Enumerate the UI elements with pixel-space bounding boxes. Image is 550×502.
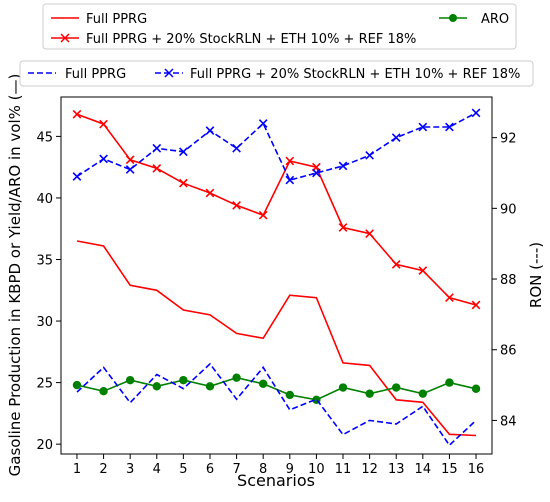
- x-tick-label: 2: [99, 462, 107, 477]
- legend-bottom-label-scenario: Full PPRG + 20% StockRLN + ETH 10% + REF…: [190, 67, 520, 82]
- series-4-point: [365, 150, 374, 160]
- series-1-point: [152, 164, 162, 173]
- x-tick-label: 7: [232, 462, 240, 477]
- y-axis-right: 84 86 88 90 92: [492, 132, 517, 429]
- y-axis-right-label: RON (---): [527, 242, 545, 308]
- series-2-point: [471, 384, 481, 393]
- legend-top-label-full-pprg: Full PPRG: [86, 12, 147, 27]
- x-tick-label: 15: [441, 462, 458, 477]
- series-1-point: [338, 223, 348, 232]
- y-right-tick-label: 88: [500, 273, 517, 288]
- series-4-point: [258, 119, 268, 128]
- series-2-point: [285, 390, 295, 400]
- series-4-point: [205, 126, 215, 135]
- legend-bottom-marker-scenario: [164, 68, 174, 78]
- x-tick-label: 13: [388, 462, 405, 477]
- series-2-point: [99, 387, 108, 396]
- series-2-point: [125, 375, 135, 385]
- series-4-point: [391, 133, 401, 143]
- series-2-point: [365, 389, 374, 398]
- x-axis-label: Scenarios: [237, 471, 315, 490]
- series-1-point: [391, 260, 401, 269]
- y-right-tick-label: 90: [500, 202, 517, 217]
- y-left-tick-label: 25: [36, 377, 53, 392]
- x-tick-label: 5: [179, 462, 187, 477]
- x-tick-label: 8: [259, 462, 267, 477]
- x-axis: 1 2 3 4 5 6 7 8 9 10 11 12 13 14 15 16: [73, 454, 484, 477]
- series-1-point: [445, 293, 454, 303]
- y-right-tick-label: 84: [500, 414, 517, 429]
- series-1-point: [418, 266, 428, 275]
- series-2-point: [72, 380, 82, 390]
- series-4-point: [179, 147, 188, 157]
- y-right-tick-label: 92: [500, 132, 517, 147]
- series-4-point: [232, 143, 241, 153]
- series-1-point: [258, 210, 268, 220]
- series-1-point: [99, 119, 108, 129]
- series-line-4: [76, 112, 477, 182]
- legend-top-label-scenario: Full PPRG + 20% StockRLN + ETH 10% + REF…: [86, 32, 416, 47]
- series-4-point: [125, 165, 135, 174]
- x-tick-label: 12: [361, 462, 378, 477]
- series-line-1: [76, 113, 477, 306]
- series-1-point: [72, 109, 82, 119]
- y-left-tick-label: 45: [36, 130, 53, 145]
- y-left-tick-label: 30: [36, 315, 53, 330]
- x-tick-label: 16: [468, 462, 485, 477]
- series-2-point: [232, 373, 241, 382]
- series-1-point: [285, 156, 295, 166]
- series-4-point: [285, 175, 295, 185]
- series-2-point: [152, 382, 161, 391]
- series-4-point: [338, 161, 348, 171]
- x-tick-label: 4: [153, 462, 161, 477]
- series-1-point: [365, 229, 374, 239]
- legend-bottom: Full PPRG Full PPRG + 20% StockRLN + ETH…: [19, 60, 534, 87]
- series-4-point: [471, 108, 481, 118]
- series-4-point: [72, 172, 82, 181]
- series-4-point: [99, 154, 108, 164]
- series-line-0: [76, 240, 477, 437]
- series-2-point: [418, 389, 428, 398]
- series-1-point: [232, 200, 241, 210]
- series-1-point: [471, 300, 481, 310]
- series-2-point: [338, 383, 348, 392]
- series-2-point: [205, 382, 215, 391]
- x-tick-label: 11: [335, 462, 352, 477]
- series-4-point: [445, 122, 454, 132]
- y-right-tick-label: 86: [500, 344, 517, 359]
- y-left-tick-label: 20: [36, 438, 53, 453]
- series-layer: [72, 108, 481, 447]
- legend-top-marker-scenario: [60, 33, 70, 43]
- x-tick-label: 9: [286, 462, 294, 477]
- series-4-point: [312, 168, 321, 178]
- y-left-tick-label: 40: [36, 192, 53, 207]
- legend-top-box: [42, 3, 517, 50]
- series-2-point: [179, 375, 188, 385]
- x-tick-label: 1: [73, 462, 81, 477]
- y-axis-left: 20 25 30 35 40 45: [36, 130, 61, 453]
- series-line-3: [76, 362, 477, 447]
- series-4-point: [418, 122, 428, 132]
- series-2-point: [392, 383, 401, 392]
- series-line-2: [76, 376, 477, 401]
- x-tick-label: 10: [308, 462, 325, 477]
- y-left-tick-label: 35: [36, 253, 53, 268]
- x-tick-label: 14: [415, 462, 432, 477]
- x-tick-label: 3: [126, 462, 134, 477]
- series-2-point: [258, 379, 268, 389]
- y-axis-left-label: Gasoline Production in KBPD or Yield/ARO…: [6, 74, 24, 477]
- legend-bottom-box: [19, 60, 534, 87]
- legend-top: Full PPRG ARO Full PPRG + 20% StockRLN +…: [42, 3, 517, 50]
- legend-top-label-aro: ARO: [481, 12, 509, 27]
- series-2-point: [445, 378, 454, 387]
- legend-top-marker-aro: [449, 14, 457, 22]
- plot-frame: [60, 96, 493, 455]
- x-tick-label: 6: [206, 462, 214, 477]
- series-1-point: [205, 188, 215, 198]
- series-4-point: [152, 143, 162, 153]
- series-1-point: [179, 178, 188, 188]
- series-1-point: [125, 155, 135, 165]
- legend-bottom-label-full-pprg: Full PPRG: [65, 67, 126, 82]
